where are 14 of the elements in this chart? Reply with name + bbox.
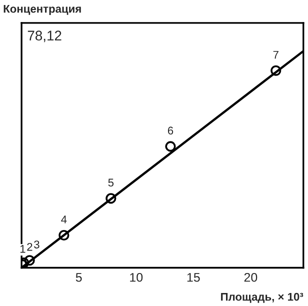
x-tick-label: 15 <box>187 273 200 282</box>
x-tick-label: 20 <box>244 272 258 282</box>
annotation: 1 <box>20 245 26 253</box>
x-axis-title: Площадь, × 10³ <box>221 292 304 303</box>
x-tick-label: 10 <box>130 272 143 282</box>
annotation: 3 <box>34 240 40 248</box>
y-axis-title: Концентрация <box>4 5 81 15</box>
x-tick-label: 5 <box>76 273 82 282</box>
annotation: 2 <box>27 242 32 251</box>
annotation: 6 <box>168 126 174 135</box>
annotation: 4 <box>61 216 67 224</box>
annotation: 7 <box>273 50 278 59</box>
text: 78,12 <box>28 30 62 42</box>
annotation: 5 <box>108 178 114 187</box>
